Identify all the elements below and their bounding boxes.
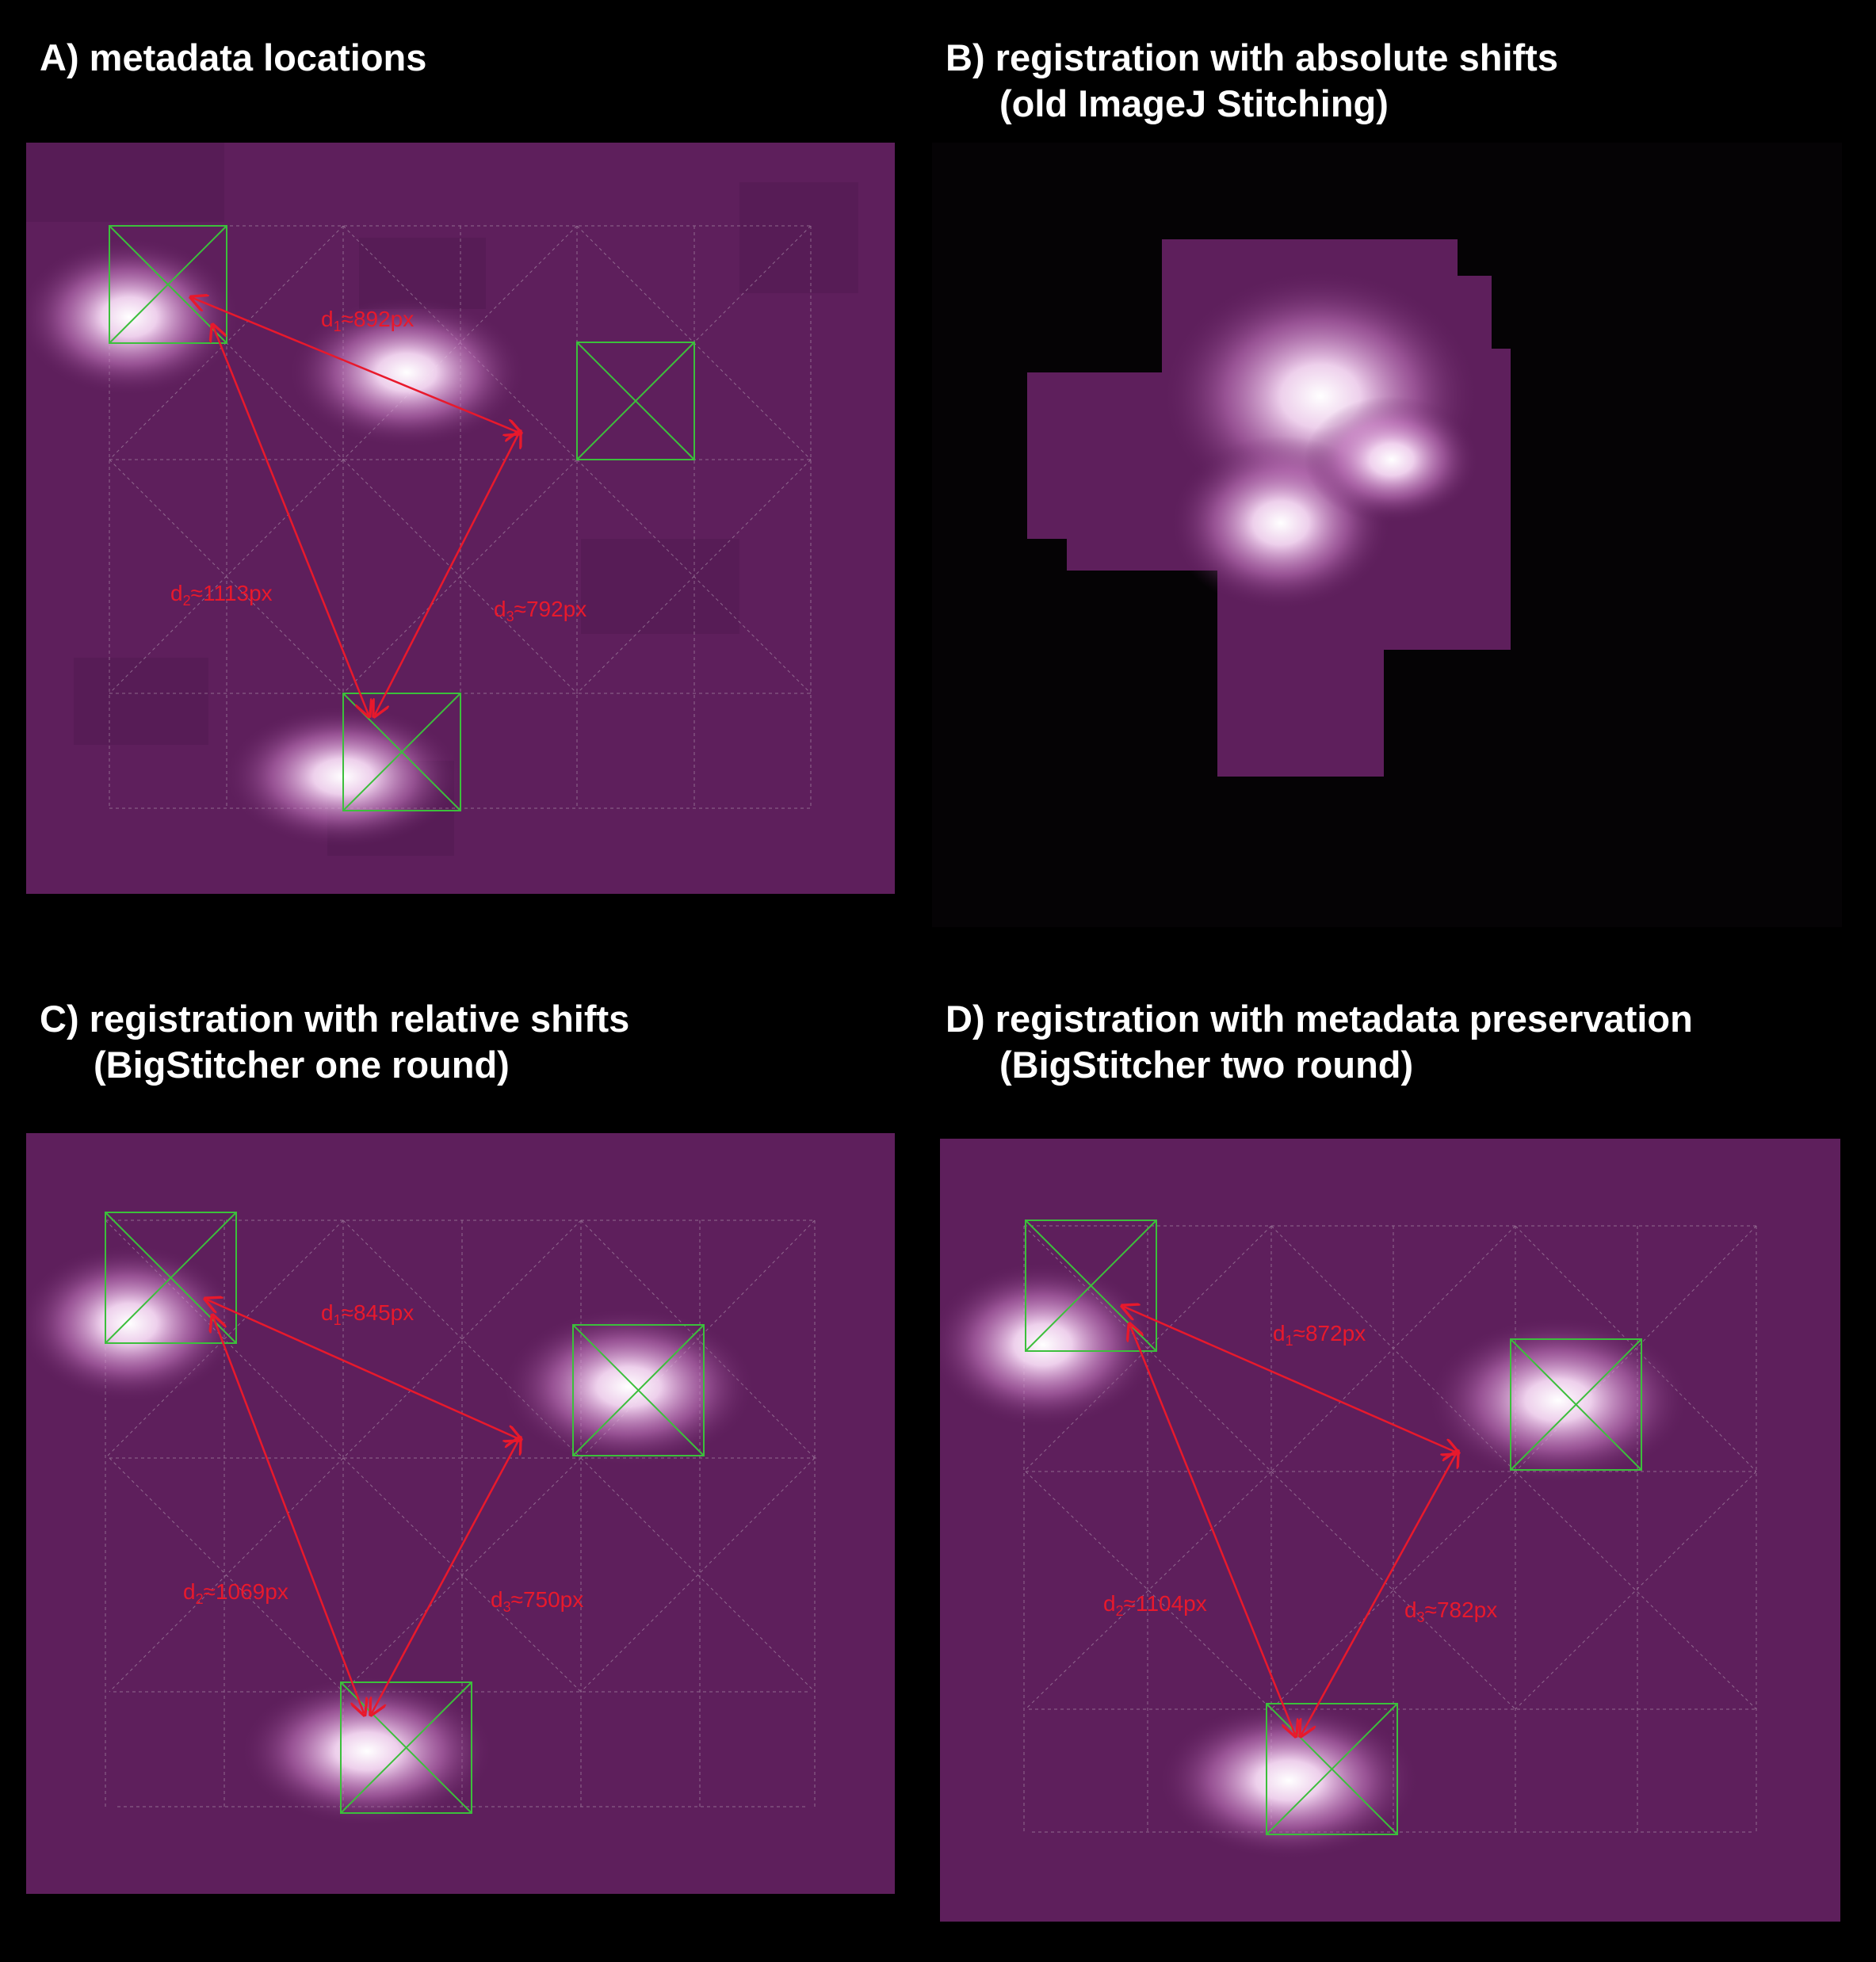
panel-c-subtitle: (BigStitcher one round) [94,1044,510,1086]
panel-b-title-text: B) registration with absolute shifts [946,36,1558,78]
panel-c-title: C) registration with relative shifts (Bi… [40,996,629,1088]
panel-c-d2-label: d2≈1069px [183,1579,288,1607]
panel-a-d2-label: d2≈1113px [170,581,273,609]
panel-a-d1-label: d1≈892px [321,307,414,334]
panel-b-fractals [1162,269,1479,610]
panel-c-d3-label: d3≈750px [491,1587,583,1615]
panel-a-title-text: A) metadata locations [40,36,427,78]
panel-c-fractals [26,1244,755,1826]
panel-b-subtitle: (old ImageJ Stitching) [999,82,1389,124]
panel-b-title: B) registration with absolute shifts (ol… [946,35,1558,127]
panel-d-subtitle: (BigStitcher two round) [999,1044,1414,1086]
panel-d-title-text: D) registration with metadata preservati… [946,998,1693,1040]
panel-c-arrows [207,1300,519,1713]
panel-d-title: D) registration with metadata preservati… [946,996,1693,1088]
panel-d-d3-label: d3≈782px [1404,1597,1497,1625]
panel-d-image: d1≈872px d2≈1104px d3≈782px [940,1139,1840,1922]
panel-d-d2-label: d2≈1104px [1103,1591,1207,1619]
panel-d-svg: d1≈872px d2≈1104px d3≈782px [940,1139,1840,1922]
panel-b-svg [932,143,1842,927]
panel-d-d1-label: d1≈872px [1273,1321,1366,1349]
panel-a-d3-label: d3≈792px [494,597,586,624]
panel-a-title: A) metadata locations [40,35,426,81]
panel-c-image: d1≈845px d2≈1069px d3≈750px [26,1133,895,1894]
panel-b-image [932,143,1842,927]
panel-d-fractals [940,1262,1689,1860]
panel-c-boxes [105,1212,705,1814]
panel-d-arrows [1124,1307,1457,1735]
panel-a-arrows [193,298,519,715]
panel-a-image: d1≈892px d2≈1113px d3≈792px [26,143,895,894]
panel-a-tiles [26,143,858,856]
panel-c-title-text: C) registration with relative shifts [40,998,630,1040]
panel-a-svg: d1≈892px d2≈1113px d3≈792px [26,143,895,894]
panel-c-svg: d1≈845px d2≈1069px d3≈750px [26,1133,895,1894]
panel-c-d1-label: d1≈845px [321,1300,414,1328]
